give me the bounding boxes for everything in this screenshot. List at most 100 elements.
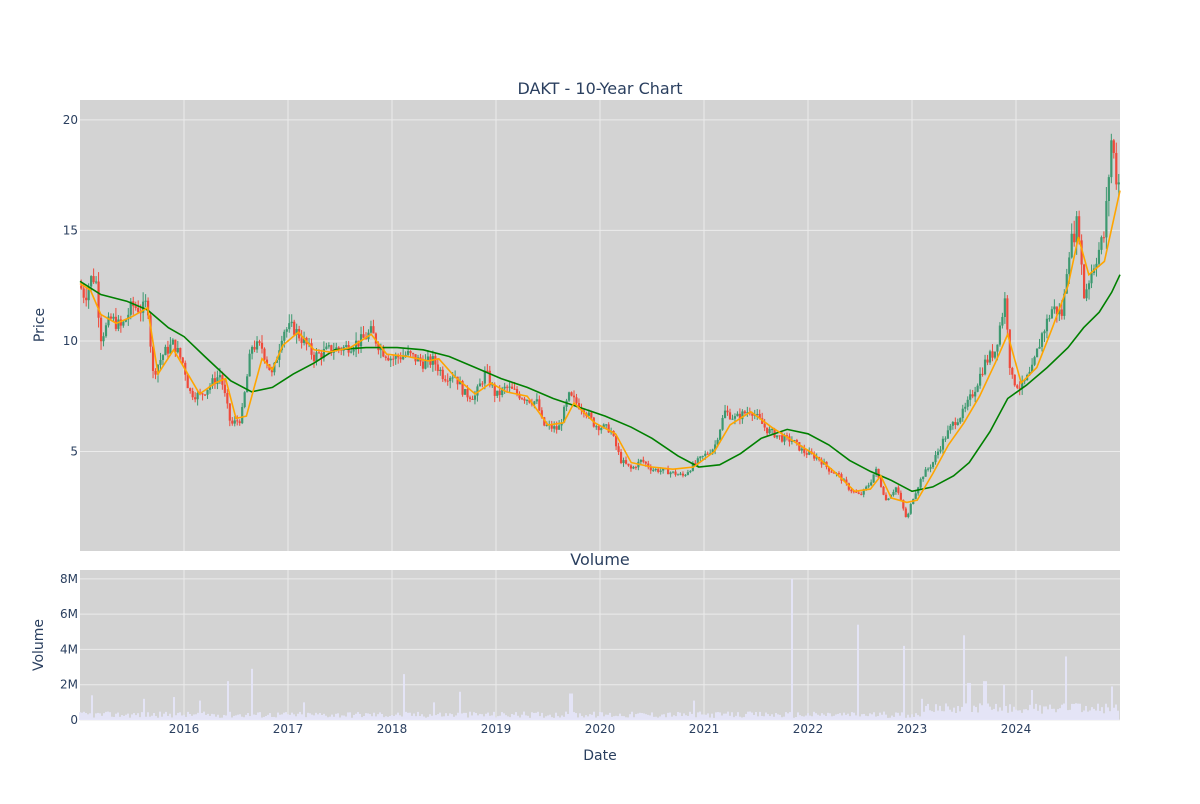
candle-body — [189, 388, 192, 391]
candle-up — [887, 498, 890, 501]
volume-bar — [589, 714, 591, 720]
volume-bar — [93, 717, 95, 720]
candle-down — [1102, 231, 1106, 243]
candle-body — [766, 427, 769, 434]
candle-down — [223, 378, 226, 397]
candle-up — [449, 376, 452, 389]
volume-bar — [141, 712, 143, 720]
volume-bar — [317, 714, 319, 720]
candle-down — [510, 382, 514, 390]
candle-up — [1085, 283, 1088, 302]
candle-body — [332, 351, 335, 353]
volume-bar — [241, 716, 243, 720]
volume-bar — [135, 715, 137, 720]
candle-down — [238, 419, 241, 426]
candle-body — [543, 417, 546, 426]
volume-bar — [155, 716, 157, 720]
volume-bar — [161, 716, 163, 720]
candle-body — [439, 369, 442, 371]
volume-bar — [725, 713, 727, 720]
candle-body — [852, 491, 855, 493]
candle-body — [926, 468, 930, 470]
volume-bar — [811, 716, 813, 720]
volume-bar — [987, 703, 989, 720]
candle-body — [964, 406, 967, 409]
volume-bar — [757, 716, 759, 720]
volume-bar — [199, 700, 201, 720]
candle-up — [94, 276, 98, 285]
candle-up — [169, 337, 172, 356]
candle-body — [840, 474, 843, 481]
candle-body — [793, 440, 796, 442]
candle-up — [946, 425, 950, 440]
candle-up — [248, 349, 251, 377]
candle-down — [166, 340, 170, 360]
candle-body — [558, 425, 561, 430]
candle-body — [117, 319, 120, 329]
candle-body — [716, 439, 719, 445]
volume-bar — [961, 706, 963, 720]
candle-body — [1021, 380, 1024, 389]
volume-bar — [369, 714, 371, 720]
volume-bar — [795, 717, 797, 720]
candle-body — [483, 370, 486, 384]
candle-body — [285, 329, 288, 332]
volume-bar — [573, 712, 575, 720]
volume-bar — [585, 715, 587, 720]
candle-body — [315, 352, 318, 362]
candle-down — [860, 491, 863, 496]
volume-bar — [391, 715, 393, 720]
volume-bar — [817, 714, 819, 720]
volume-bar — [521, 714, 523, 720]
volume-bar — [941, 711, 943, 720]
candle-down — [293, 319, 296, 337]
candle-body — [350, 351, 353, 353]
volume-bar — [1057, 709, 1059, 720]
candle-up — [129, 298, 132, 320]
volume-bar — [777, 714, 779, 720]
candle-up — [112, 313, 115, 322]
candle-body — [850, 489, 853, 492]
candle-body — [1115, 152, 1118, 185]
candle-body — [706, 453, 709, 455]
candle-body — [354, 340, 358, 350]
candle-body — [520, 398, 524, 400]
candle-body — [426, 356, 430, 361]
candle-body — [498, 390, 501, 395]
candle-down — [444, 375, 447, 383]
volume-bar — [409, 712, 411, 720]
candle-body — [508, 386, 511, 388]
candle-down — [253, 340, 256, 353]
candle-body — [1018, 387, 1021, 389]
volume-bar — [841, 715, 843, 720]
candle-up — [1090, 264, 1093, 289]
candle-body — [513, 388, 516, 390]
volume-bar — [543, 717, 545, 720]
candle-body — [124, 319, 127, 322]
volume-bar — [181, 715, 183, 720]
candle-body — [1045, 318, 1049, 332]
candle-body — [255, 341, 259, 350]
volume-bar — [727, 711, 729, 720]
candle-body — [283, 331, 286, 341]
candle-body — [523, 398, 526, 401]
volume-bar — [405, 711, 407, 720]
volume-bar — [911, 714, 913, 720]
candle-body — [624, 460, 628, 464]
candle-body — [743, 411, 746, 414]
candle-up — [654, 468, 657, 472]
volume-bar — [435, 715, 437, 720]
date-tick-label: 2024 — [1001, 722, 1032, 736]
candle-body — [87, 286, 90, 301]
candle-up — [919, 477, 922, 490]
date-tick-label: 2016 — [169, 722, 200, 736]
candle-up — [1050, 306, 1054, 319]
candle-body — [657, 469, 660, 472]
candle-body — [1003, 298, 1006, 317]
candle-up — [600, 425, 603, 434]
volume-bar — [1093, 708, 1095, 720]
candle-body — [647, 463, 650, 468]
volume-bar — [439, 712, 441, 720]
volume-bar — [1113, 707, 1115, 720]
candle-body — [644, 461, 647, 464]
